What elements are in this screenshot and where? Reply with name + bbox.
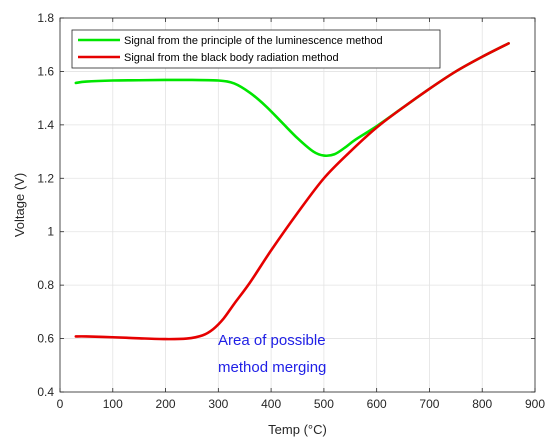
- x-tick-label: 200: [156, 397, 176, 411]
- ticks: 0 100 200 300 400 500 600 700 800 900 0.4 0.6 0.8 1 1.…: [37, 11, 545, 411]
- y-tick-label: 0.4: [37, 385, 54, 399]
- legend-label-black-body: Signal from the black body radiation met…: [124, 52, 339, 64]
- y-tick-label: 1: [47, 225, 54, 239]
- annotation-line-1: Area of possible: [218, 332, 326, 349]
- y-tick-label: 1.8: [37, 11, 54, 25]
- x-tick-label: 500: [314, 397, 334, 411]
- annotation: Area of possible method merging: [218, 332, 326, 376]
- y-axis-label: Voltage (V): [12, 173, 27, 237]
- legend-label-luminescence: Signal from the principle of the lumines…: [124, 35, 383, 47]
- y-tick-label: 0.8: [37, 278, 54, 292]
- annotation-line-2: method merging: [218, 359, 326, 376]
- x-tick-label: 300: [208, 397, 228, 411]
- x-tick-label: 900: [525, 397, 545, 411]
- y-tick-label: 1.6: [37, 64, 54, 78]
- plot-frame: [59, 17, 536, 393]
- y-tick-label: 1.4: [37, 118, 54, 132]
- y-tick-label: 0.6: [37, 332, 54, 346]
- x-tick-label: 0: [57, 397, 64, 411]
- legend: Signal from the principle of the lumines…: [71, 29, 441, 69]
- y-tick-label: 1.2: [37, 171, 54, 185]
- series-line-black-body: [74, 42, 510, 341]
- x-tick-label: 100: [103, 397, 123, 411]
- x-tick-label: 400: [261, 397, 281, 411]
- x-tick-label: 800: [472, 397, 492, 411]
- x-tick-label: 700: [419, 397, 439, 411]
- x-tick-label: 600: [367, 397, 387, 411]
- legend-box: [71, 29, 441, 69]
- x-axis-label: Temp (°C): [268, 422, 327, 437]
- series-layer: [74, 42, 510, 341]
